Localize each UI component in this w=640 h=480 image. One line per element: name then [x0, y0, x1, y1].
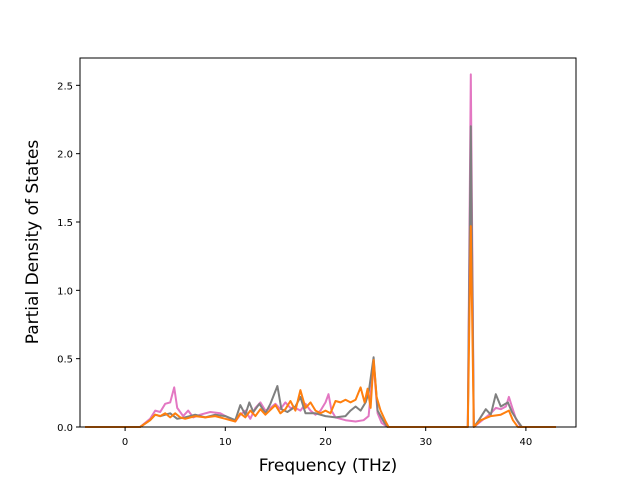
- x-axis: 0 10 20 30 40: [122, 427, 532, 448]
- y-tick-label: 1.5: [57, 218, 73, 229]
- x-tick-label: 20: [319, 437, 332, 448]
- y-tick-label: 0.5: [57, 355, 73, 366]
- axes-frame: [79, 57, 577, 428]
- y-tick-label: 1.0: [57, 286, 73, 297]
- x-axis-label: Frequency (THz): [259, 456, 398, 476]
- x-tick-label: 0: [122, 437, 128, 448]
- x-tick-label: 40: [520, 437, 533, 448]
- y-tick-label: 2.5: [57, 81, 73, 92]
- y-tick-label: 2.0: [57, 150, 73, 161]
- y-axis: 0.0 0.5 1.0 1.5 2.0 2.5: [57, 81, 80, 434]
- x-tick-label: 10: [219, 437, 232, 448]
- y-axis-label: Partial Density of States: [23, 140, 43, 345]
- x-tick-label: 30: [419, 437, 432, 448]
- y-tick-label: 0.0: [57, 423, 73, 434]
